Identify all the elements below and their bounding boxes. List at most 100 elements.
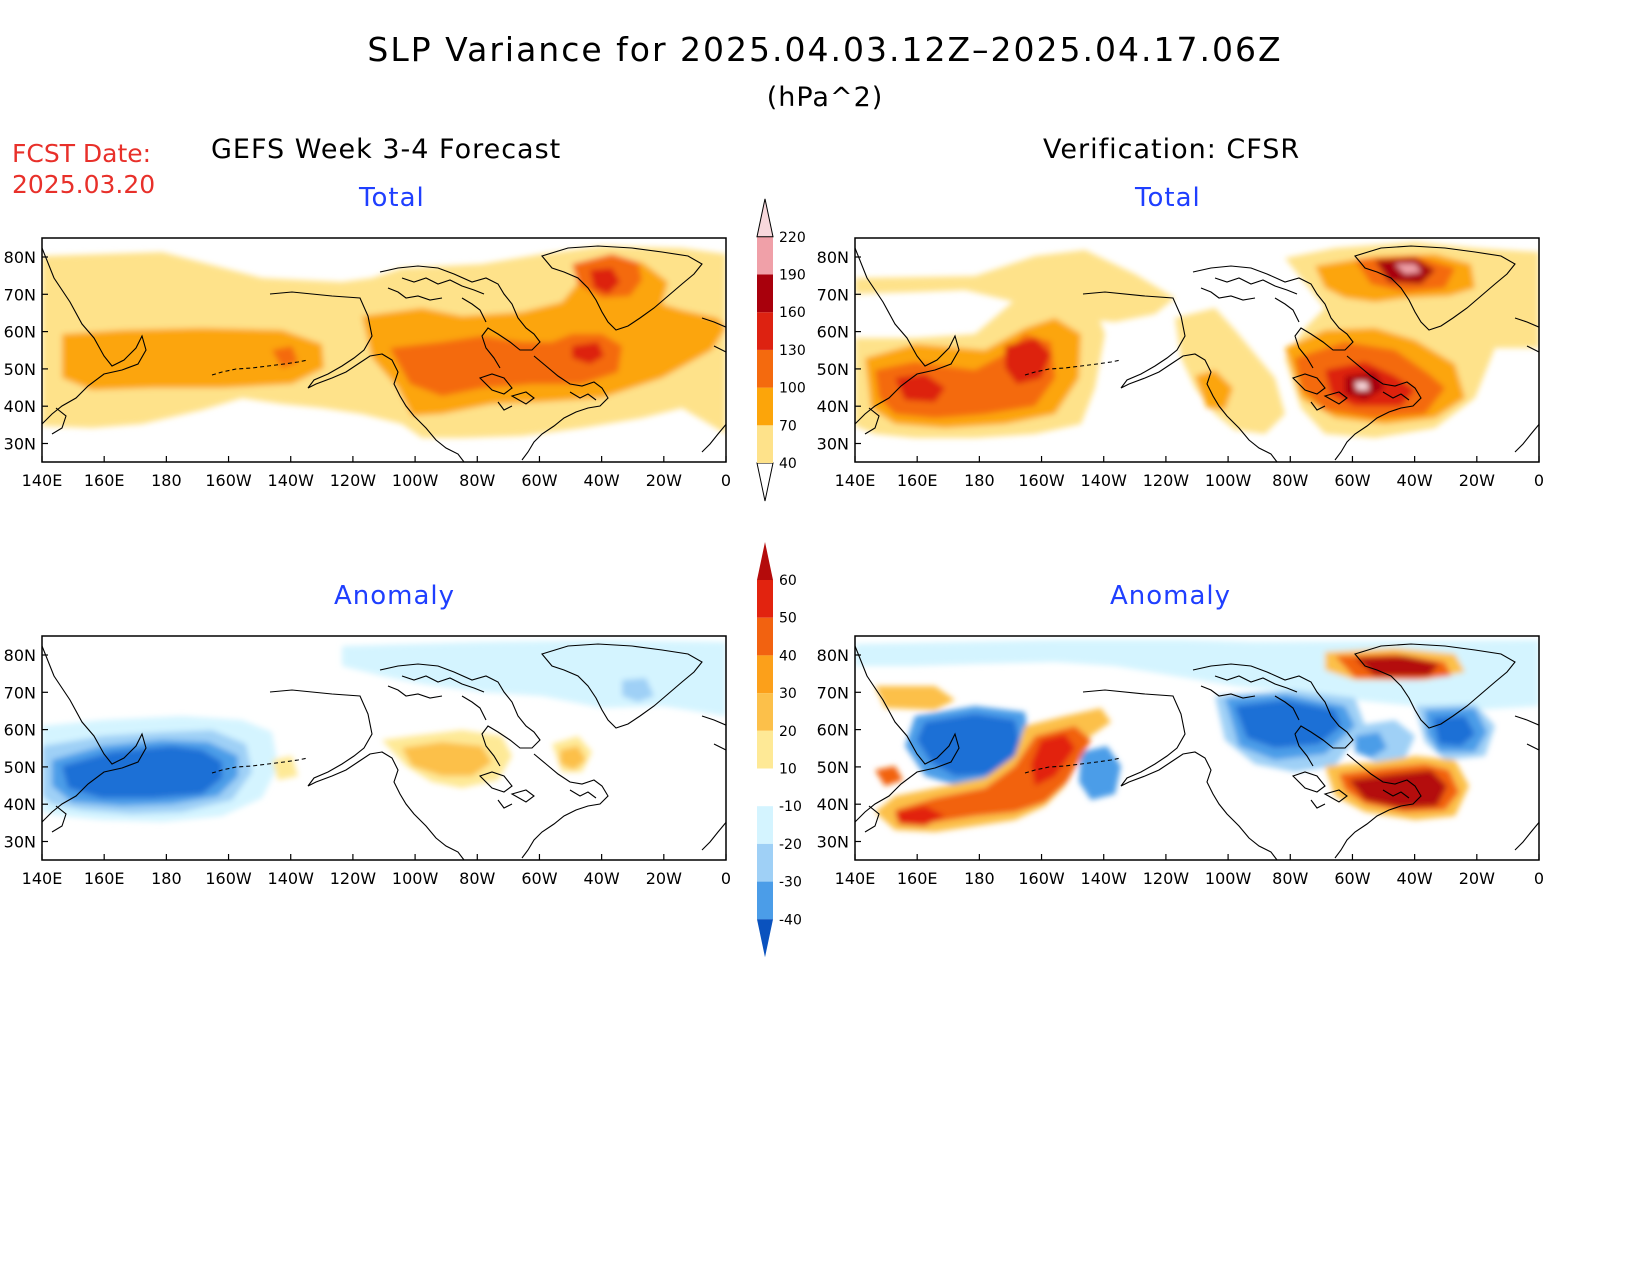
lon-label-forecast-total: 140E xyxy=(22,471,63,490)
lon-label-forecast-total: 180 xyxy=(151,471,182,490)
colorbar-anomaly-label: 50 xyxy=(779,611,797,627)
lon-label-verification-total: 20W xyxy=(1459,471,1495,490)
colorbar-anomaly: 60 50 40 30 20 10 -10 -20 -30 -40 xyxy=(757,542,802,958)
lon-label-forecast-anomaly: 20W xyxy=(646,869,682,888)
colorbar-anomaly-box xyxy=(757,693,773,731)
lon-label-verification-total: 0 xyxy=(1534,471,1544,490)
colorbar-anomaly-label: 20 xyxy=(779,724,797,740)
lon-label-verification-total: 80W xyxy=(1272,471,1308,490)
colorbar-total: 40 70 100 130 160 190 220 xyxy=(756,198,806,502)
lon-label-verification-anomaly: 0 xyxy=(1534,869,1544,888)
lat-label-forecast-total: 60N xyxy=(4,323,36,342)
lat-label-forecast-anomaly: 60N xyxy=(4,721,36,740)
lon-label-verification-anomaly: 60W xyxy=(1334,869,1370,888)
right-column-title: Verification: CFSR xyxy=(1043,134,1301,165)
lon-label-verification-anomaly: 160W xyxy=(1018,869,1065,888)
panel-title-verification-total: Total xyxy=(1135,183,1201,213)
lat-label-verification-total: 60N xyxy=(817,323,849,342)
lon-label-verification-anomaly: 140W xyxy=(1081,869,1128,888)
lon-label-verification-total: 160W xyxy=(1018,471,1065,490)
colorbar-total-label: 220 xyxy=(779,230,806,246)
panel-title-forecast-anomaly: Anomaly xyxy=(334,581,456,611)
colorbar-anomaly-label: 10 xyxy=(779,762,797,778)
lat-label-forecast-anomaly: 30N xyxy=(4,833,36,852)
colorbar-total-label: 190 xyxy=(779,268,806,284)
lon-label-verification-anomaly: 160E xyxy=(897,869,938,888)
colorbar-anomaly-label: -30 xyxy=(779,875,802,891)
lon-label-verification-total: 100W xyxy=(1205,471,1252,490)
colorbar-total-label: 40 xyxy=(779,456,797,472)
lat-label-forecast-anomaly: 40N xyxy=(4,795,36,814)
colorbar-total-lower-extension xyxy=(756,462,774,502)
colorbar-anomaly-box xyxy=(757,655,773,694)
lon-label-verification-total: 140W xyxy=(1081,471,1128,490)
colorbar-anomaly-lower-extension xyxy=(757,919,773,958)
colorbar-total-box xyxy=(757,349,773,388)
map-verification-anomaly xyxy=(854,635,1540,861)
lat-label-verification-anomaly: 70N xyxy=(817,683,849,702)
lon-label-forecast-total: 80W xyxy=(459,471,495,490)
lon-label-verification-anomaly: 180 xyxy=(964,869,995,888)
colorbar-anomaly-label: -10 xyxy=(779,799,802,815)
lon-label-verification-total: 40W xyxy=(1397,471,1433,490)
lon-label-forecast-total: 20W xyxy=(646,471,682,490)
lon-label-verification-anomaly: 120W xyxy=(1143,869,1190,888)
colorbar-anomaly-box xyxy=(757,617,773,656)
lon-label-forecast-anomaly: 180 xyxy=(151,869,182,888)
colorbar-total-label: 100 xyxy=(779,381,806,397)
map-forecast-anomaly xyxy=(41,635,727,861)
lat-label-forecast-anomaly: 50N xyxy=(4,758,36,777)
colorbar-anomaly-label: 60 xyxy=(779,573,797,589)
lat-label-forecast-total: 40N xyxy=(4,397,36,416)
colorbar-anomaly-box xyxy=(757,806,773,844)
lon-label-verification-anomaly: 40W xyxy=(1397,869,1433,888)
lon-label-forecast-total: 60W xyxy=(521,471,557,490)
lon-label-verification-total: 140E xyxy=(835,471,876,490)
lat-label-forecast-total: 70N xyxy=(4,285,36,304)
lat-label-verification-total: 30N xyxy=(817,435,849,454)
lat-label-forecast-total: 80N xyxy=(4,248,36,267)
lat-label-verification-anomaly: 30N xyxy=(817,833,849,852)
fcst-date-block: FCST Date: 2025.03.20 xyxy=(12,138,155,200)
panel-title-forecast-total: Total xyxy=(359,183,425,213)
colorbar-anomaly-box xyxy=(757,881,773,920)
lon-label-forecast-anomaly: 140W xyxy=(268,869,315,888)
panel-title-verification-anomaly: Anomaly xyxy=(1110,581,1232,611)
lat-label-verification-total: 70N xyxy=(817,285,849,304)
lon-label-forecast-total: 40W xyxy=(584,471,620,490)
colorbar-total-upper-extension xyxy=(756,198,774,238)
lon-label-verification-total: 60W xyxy=(1334,471,1370,490)
colorbar-anomaly-box xyxy=(757,768,773,807)
lat-label-forecast-total: 50N xyxy=(4,360,36,379)
lon-label-forecast-total: 160W xyxy=(205,471,252,490)
lat-label-verification-anomaly: 60N xyxy=(817,721,849,740)
colorbar-total-box xyxy=(757,236,773,275)
map-verification-total xyxy=(854,237,1540,463)
lat-label-verification-total: 40N xyxy=(817,397,849,416)
lon-label-verification-total: 160E xyxy=(897,471,938,490)
lon-label-forecast-total: 0 xyxy=(721,471,731,490)
lon-label-verification-anomaly: 20W xyxy=(1459,869,1495,888)
chart-title: SLP Variance for 2025.04.03.12Z–2025.04.… xyxy=(367,30,1283,69)
lon-label-forecast-anomaly: 160E xyxy=(84,869,125,888)
lon-label-forecast-anomaly: 100W xyxy=(392,869,439,888)
colorbar-anomaly-label: 40 xyxy=(779,648,797,664)
lat-label-verification-anomaly: 80N xyxy=(817,646,849,665)
colorbar-anomaly-box xyxy=(757,843,773,882)
lat-label-verification-total: 80N xyxy=(817,248,849,267)
lat-label-verification-anomaly: 40N xyxy=(817,795,849,814)
map-forecast-total xyxy=(41,237,727,463)
colorbar-anomaly-label: -20 xyxy=(779,837,802,853)
colorbar-anomaly-upper-extension xyxy=(757,542,773,580)
lon-label-verification-anomaly: 100W xyxy=(1205,869,1252,888)
colorbar-anomaly-box xyxy=(757,730,773,769)
lon-label-forecast-anomaly: 40W xyxy=(584,869,620,888)
units-subtitle: (hPa^2) xyxy=(766,82,884,113)
colorbar-total-label: 160 xyxy=(779,305,806,321)
lon-label-verification-total: 180 xyxy=(964,471,995,490)
lon-label-forecast-anomaly: 160W xyxy=(205,869,252,888)
lon-label-verification-total: 120W xyxy=(1143,471,1190,490)
lon-label-forecast-anomaly: 0 xyxy=(721,869,731,888)
lat-label-forecast-anomaly: 80N xyxy=(4,646,36,665)
